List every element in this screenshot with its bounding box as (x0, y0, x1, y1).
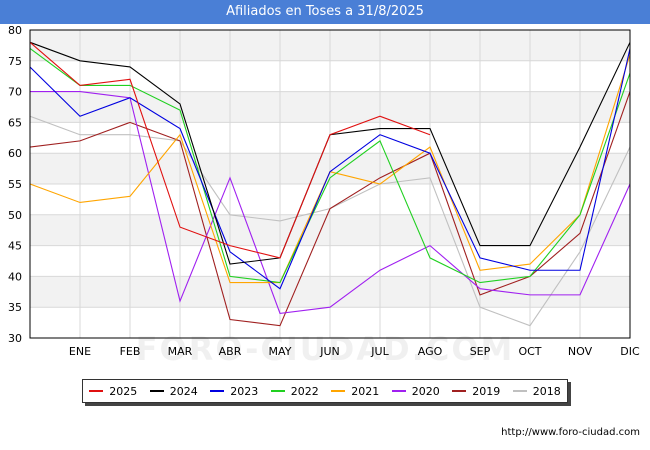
series-line-2023 (29, 48, 631, 290)
legend-item-2024: 2024 (149, 384, 198, 398)
y-tick-label: 40 (8, 270, 22, 283)
line-chart: 30 35 40 45 50 55 60 65 70 75 80 ENE FEB MAR ABR MAY JUN… (8, 24, 640, 358)
chart-title: Afiliados en Toses a 31/8/2025 (0, 0, 650, 24)
legend-item-2023: 2023 (210, 385, 258, 398)
legend: 2025 2024 2023 2022 2021 2020 2019 2018 (82, 379, 568, 403)
y-tick-label: 45 (8, 240, 22, 253)
x-tick-label: NOV (568, 345, 593, 358)
x-tick-label: ABR (219, 345, 242, 358)
x-tick-label: DIC (620, 345, 640, 358)
x-tick-label: MAY (269, 345, 292, 358)
y-tick-label: 75 (8, 55, 22, 68)
x-tick-label: AGO (418, 345, 443, 358)
legend-label: 2020 (411, 384, 440, 398)
series-lines (29, 41, 631, 327)
x-tick-label: JUN (319, 345, 340, 358)
legend-swatch (149, 390, 164, 392)
axis-labels: 30 35 40 45 50 55 60 65 70 75 80 ENE FEB MAR ABR MAY JUN… (8, 24, 640, 358)
legend-label: 2022 (290, 384, 319, 398)
series-line-2025 (29, 41, 431, 259)
y-tick-label: 80 (8, 24, 22, 37)
y-tick-label: 55 (8, 178, 22, 191)
legend-label: 2025 (109, 384, 138, 398)
plot-frame (29, 29, 631, 339)
legend-swatch (270, 390, 285, 392)
legend-swatch (391, 390, 406, 392)
legend-swatch (452, 390, 467, 392)
legend-item-2022: 2022 (270, 384, 319, 398)
watermark: FORO-CIUDAD.COM (135, 330, 515, 368)
legend-item-2021: 2021 (331, 385, 379, 398)
y-tick-label: 65 (8, 116, 22, 129)
legend-swatch (331, 390, 346, 392)
legend-swatch (512, 390, 527, 392)
x-tick-label: SEP (470, 345, 491, 358)
x-tick-label: ENE (69, 345, 91, 358)
legend-swatch (210, 390, 225, 392)
legend-label: 2024 (169, 384, 198, 398)
legend-label: 2021 (351, 384, 380, 398)
legend-item-2018: 2018 (512, 384, 561, 398)
x-tick-label: OCT (518, 345, 541, 358)
y-tick-label: 70 (8, 86, 22, 99)
legend-label: 2019 (472, 384, 501, 398)
y-tick-label: 60 (8, 147, 22, 160)
legend-swatch (89, 390, 104, 392)
legend-label: 2023 (230, 384, 259, 398)
x-tick-label: MAR (168, 345, 193, 358)
x-tick-label: FEB (120, 345, 141, 358)
y-tick-label: 50 (8, 209, 22, 222)
legend-item-2025: 2025 (89, 385, 137, 398)
series-line-2022 (29, 48, 631, 284)
y-tick-label: 30 (8, 332, 22, 345)
y-tick-label: 35 (8, 301, 22, 314)
legend-label: 2018 (532, 384, 561, 398)
x-tick-label: JUL (370, 345, 389, 358)
source-link[interactable]: http://www.foro-ciudad.com (501, 427, 640, 438)
legend-item-2019: 2019 (452, 385, 500, 398)
legend-item-2020: 2020 (391, 384, 440, 398)
